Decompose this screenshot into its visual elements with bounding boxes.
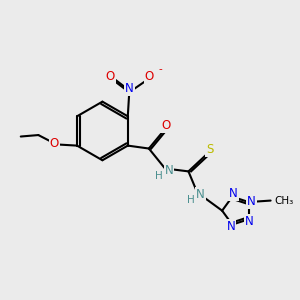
Text: H: H <box>187 195 195 205</box>
Text: N: N <box>165 164 173 177</box>
Text: N: N <box>196 188 205 201</box>
Text: CH₃: CH₃ <box>274 196 293 206</box>
Text: H: H <box>155 171 162 181</box>
Text: N: N <box>247 195 256 208</box>
Text: O: O <box>50 137 59 150</box>
Text: O: O <box>106 70 115 83</box>
Text: N: N <box>230 187 238 200</box>
Text: S: S <box>206 142 214 156</box>
Text: -: - <box>159 64 163 74</box>
Text: N: N <box>226 220 235 233</box>
Text: N: N <box>125 82 134 95</box>
Text: N: N <box>245 214 254 227</box>
Text: O: O <box>145 70 154 83</box>
Text: O: O <box>161 119 170 132</box>
